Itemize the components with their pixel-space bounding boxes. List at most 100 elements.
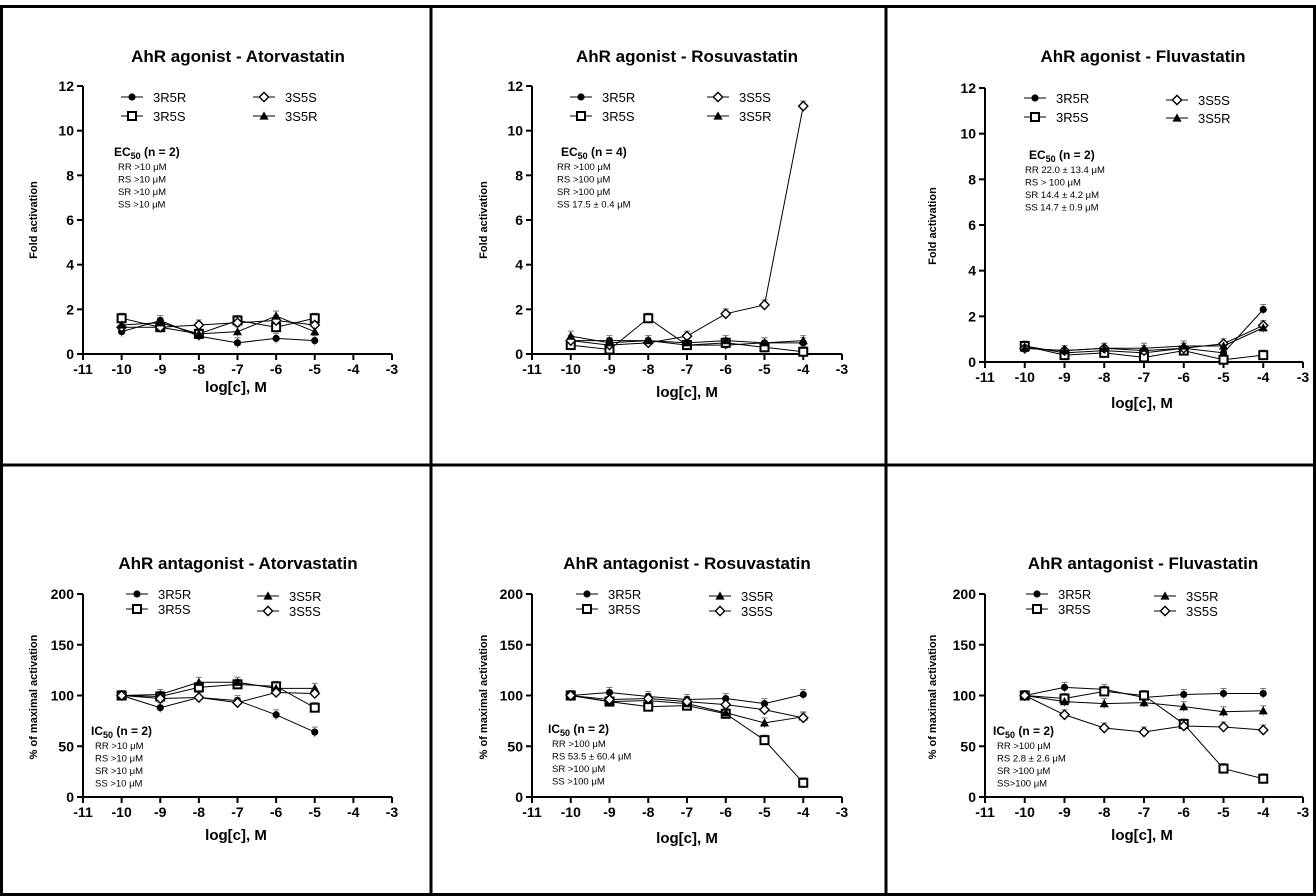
data-point-3s5r (1020, 343, 1030, 352)
data-point-3s5r (1139, 343, 1149, 352)
y-tick-label: 2 (968, 308, 976, 324)
series-line-3s5s (570, 106, 804, 346)
x-tick-label: -10 (561, 361, 581, 377)
y-axis-label: % of maximal activation (478, 634, 490, 759)
x-tick-label: -11 (73, 361, 93, 377)
data-point-3s5r (759, 338, 770, 347)
series-line-3r5s (121, 317, 315, 335)
x-tick-label: -5 (1217, 369, 1230, 385)
data-point-3r5s (798, 777, 809, 788)
y-axis-label: Fold activation (478, 181, 490, 259)
x-tick-label: -3 (836, 361, 849, 377)
annotation-heading-subscript: 50 (560, 728, 570, 738)
legend-label: 3S5R (289, 589, 322, 604)
data-point-3r5s (1258, 350, 1269, 361)
data-point-3s5r (1099, 699, 1109, 708)
chart-panel-5: AhR antagonist - Rosuvastatin -11 -10 -9 -8 -… (478, 554, 848, 847)
series-line-3r5r (121, 319, 315, 344)
y-tick-label: 8 (515, 167, 523, 183)
x-tick-label: -11 (522, 361, 542, 377)
y-tick-label: 2 (66, 301, 74, 317)
x-tick-label: -3 (386, 804, 399, 820)
data-point-3s5r (721, 336, 731, 345)
legend-marker-3r5r (1033, 590, 1041, 598)
y-tick-label: 50 (507, 738, 523, 754)
data-point-3r5r (272, 711, 280, 719)
data-point-3s5r (1099, 343, 1109, 352)
data-point-3s5r (1258, 706, 1268, 715)
data-point-3s5s (681, 696, 693, 708)
legend-marker-3s5r (259, 111, 269, 120)
x-tick-label: -8 (193, 804, 206, 820)
x-tick-label: -5 (309, 361, 322, 377)
chart-title: AhR antagonist - Fluvastatin (1028, 554, 1258, 573)
x-axis-label: log[c], M (1111, 827, 1173, 844)
data-point-3r5r (1060, 683, 1069, 691)
data-point-3r5r (1259, 305, 1267, 314)
x-axis-label: log[c], M (656, 830, 718, 847)
data-point-3s5r (566, 331, 576, 340)
x-tick-label: -6 (1178, 369, 1191, 385)
annotation-heading-main: EC (561, 145, 578, 159)
annotation-line: SR >10 μM (95, 766, 143, 777)
data-point-3r5s (759, 735, 770, 746)
x-axis-label: log[c], M (205, 827, 267, 844)
data-point-3s5s (797, 100, 809, 112)
series-line-3s5s (121, 319, 315, 328)
data-point-3r5s (1099, 686, 1110, 697)
annotation-heading-tail: (n = 2) (141, 145, 180, 159)
data-point-3r5r (272, 334, 280, 342)
y-tick-label: 10 (507, 123, 523, 139)
legend-marker-3r5s (132, 604, 142, 614)
y-axis-label: % of maximal activation (927, 634, 939, 759)
x-tick-label: -7 (681, 804, 694, 820)
x-tick-label: -11 (975, 804, 995, 820)
data-point-3s5r (721, 708, 731, 717)
y-tick-label: 100 (953, 688, 977, 704)
x-axis-label: log[c], M (1111, 395, 1173, 412)
annotation-line: SR >10 μM (118, 187, 166, 198)
data-point-3r5r (1180, 690, 1188, 699)
annotation-line: RS >100 μM (557, 175, 610, 186)
x-tick-label: -5 (758, 361, 771, 377)
annotation-heading-subscript: 50 (1005, 730, 1015, 740)
data-point-3s5s (231, 697, 244, 709)
data-point-3r5s (1258, 773, 1269, 784)
x-tick-label: -4 (347, 804, 360, 820)
data-point-3r5r (311, 728, 319, 736)
data-point-3r5r (311, 337, 319, 345)
x-tick-label: -7 (231, 804, 244, 820)
data-point-3s5s (720, 308, 732, 320)
data-point-3s5s (758, 704, 771, 716)
x-tick-label: -10 (1015, 804, 1035, 820)
x-tick-label: -4 (1257, 804, 1270, 820)
x-tick-label: -3 (836, 804, 849, 820)
y-tick-label: 8 (66, 167, 74, 183)
y-tick-label: 0 (66, 789, 74, 805)
annotation-line: SS 17.5 ± 0.4 μM (557, 200, 631, 211)
annotation-heading-main: IC (548, 722, 560, 736)
x-tick-label: -6 (270, 804, 283, 820)
data-point-3s5r (682, 338, 692, 347)
x-tick-label: -11 (975, 369, 995, 385)
annotation-heading-subscript: 50 (131, 151, 141, 161)
data-point-3r5r (1259, 689, 1267, 698)
legend-label: 3S5S (1186, 604, 1218, 619)
data-point-3s5s (797, 712, 809, 724)
series-line-3r5s (121, 683, 315, 709)
data-point-3r5s (1218, 354, 1229, 365)
y-tick-label: 0 (66, 346, 74, 362)
legend-marker-3r5s (1032, 604, 1042, 614)
legend-label: 3S5R (1198, 111, 1231, 126)
annotation-heading-tail: (n = 2) (113, 724, 152, 738)
legend-marker-3s5r (1172, 113, 1182, 122)
data-point-3s5r (194, 329, 204, 338)
annotation-line: RS >10 μM (118, 175, 166, 186)
data-point-3s5s (565, 689, 577, 702)
data-point-3s5r (643, 336, 653, 345)
data-point-3s5s (1019, 689, 1031, 702)
chart-title: AhR antagonist - Atorvastatin (118, 554, 357, 573)
chart-title: AhR agonist - Atorvastatin (131, 47, 345, 66)
data-point-3s5s (116, 689, 128, 702)
annotation-line: SR >100 μM (552, 764, 605, 775)
